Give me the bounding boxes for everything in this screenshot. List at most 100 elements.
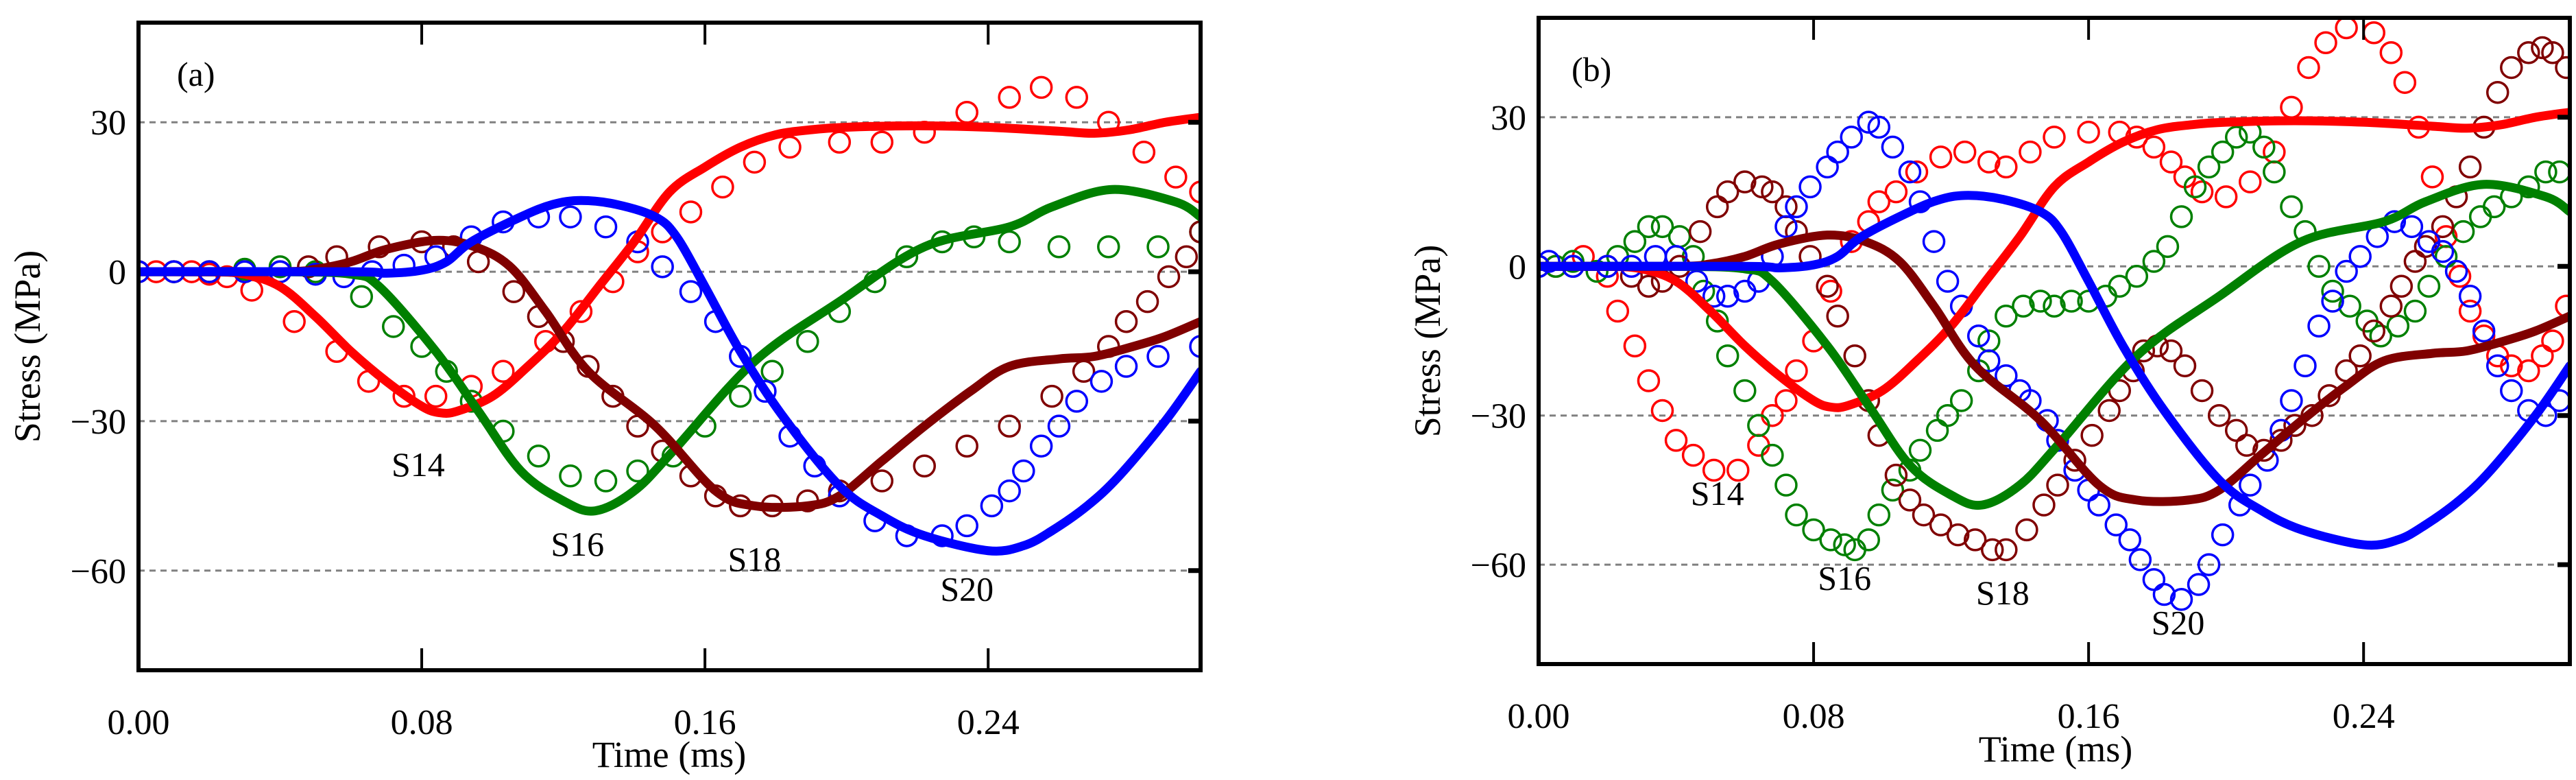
data-point xyxy=(1774,215,1798,239)
data-point xyxy=(2321,289,2344,313)
data-point xyxy=(729,384,752,408)
data-point xyxy=(2173,354,2197,377)
data-point xyxy=(1977,349,2001,373)
series-label: S14 xyxy=(392,445,445,484)
data-point xyxy=(2187,573,2211,596)
data-point xyxy=(2448,265,2472,288)
data-point xyxy=(2369,324,2393,348)
data-point xyxy=(2239,170,2262,193)
data-point xyxy=(1747,434,1770,457)
data-point xyxy=(2104,513,2128,536)
data-point xyxy=(2019,140,2042,164)
data-point xyxy=(2485,354,2509,377)
data-point xyxy=(2297,56,2320,80)
data-point xyxy=(626,459,649,483)
data-point xyxy=(2207,403,2231,427)
data-point xyxy=(2390,274,2414,298)
data-point xyxy=(2132,339,2156,363)
data-point xyxy=(1884,463,1908,487)
data-point xyxy=(1650,215,1674,239)
series-s20-simulation xyxy=(139,196,1201,556)
data-point xyxy=(2321,279,2344,303)
data-point xyxy=(2393,71,2417,94)
data-point xyxy=(1135,289,1159,314)
data-point xyxy=(1963,528,1987,552)
data-point xyxy=(1785,195,1808,219)
data-point xyxy=(282,309,306,333)
data-point xyxy=(1065,390,1089,413)
data-point xyxy=(1716,180,1740,204)
data-point xyxy=(1981,538,2004,562)
y-tick-label: 30 xyxy=(91,104,126,143)
data-point xyxy=(1664,429,1688,452)
data-point xyxy=(2224,126,2248,149)
data-point xyxy=(1146,235,1170,259)
data-point xyxy=(2500,56,2523,80)
data-point xyxy=(1995,155,2018,179)
data-point xyxy=(1884,180,1908,204)
series-s18-simulation xyxy=(139,235,1201,512)
y-tick-label: 0 xyxy=(108,253,126,292)
data-point xyxy=(2211,523,2235,547)
data-point xyxy=(2362,21,2385,45)
series-s16-simulation xyxy=(139,185,1201,516)
data-point xyxy=(1164,165,1188,189)
data-point xyxy=(1816,155,1839,179)
data-point xyxy=(679,200,703,224)
data-point xyxy=(2197,553,2221,576)
data-point xyxy=(2379,294,2403,318)
data-point xyxy=(2458,299,2482,323)
data-point xyxy=(1929,145,1953,169)
data-point xyxy=(2280,195,2303,219)
x-tick-label: 0.16 xyxy=(674,703,736,742)
data-point xyxy=(2270,429,2293,452)
data-point xyxy=(796,329,819,353)
data-point xyxy=(1716,285,1740,308)
data-point xyxy=(2420,165,2444,189)
x-tick-label: 0.08 xyxy=(1783,697,1845,736)
data-point xyxy=(594,215,618,239)
y-tick-label: −30 xyxy=(1471,397,1526,436)
series-label: S18 xyxy=(728,540,782,578)
data-point xyxy=(2128,548,2152,571)
data-point xyxy=(1843,344,1866,368)
data-point xyxy=(2152,582,2176,606)
data-point xyxy=(1867,503,1891,527)
x-tick-label: 0.00 xyxy=(108,703,170,742)
data-point xyxy=(1881,478,1905,502)
data-point xyxy=(1114,309,1138,333)
data-point xyxy=(1668,225,1692,248)
data-point xyxy=(1623,334,1647,357)
data-point xyxy=(2252,438,2276,462)
data-point xyxy=(1953,140,1977,164)
data-point xyxy=(2211,140,2235,164)
data-point xyxy=(2280,389,2303,412)
y-axis-title: Stress (MPa) xyxy=(1407,245,1448,438)
data-point xyxy=(870,130,894,154)
panel-label: (a) xyxy=(177,55,215,93)
data-point xyxy=(1733,170,1757,193)
data-point xyxy=(2252,135,2276,159)
data-point xyxy=(1867,115,1891,139)
data-point xyxy=(2142,568,2166,591)
data-point xyxy=(2183,175,2207,199)
x-tick-label: 0.16 xyxy=(2058,697,2120,736)
data-point xyxy=(2414,235,2437,259)
data-point xyxy=(1912,503,1936,527)
data-point xyxy=(1726,458,1750,482)
data-point xyxy=(1819,279,1842,303)
data-point xyxy=(2118,528,2142,552)
data-point xyxy=(2335,18,2358,40)
series-s18-simulation xyxy=(1539,231,2570,506)
data-point xyxy=(2190,379,2214,403)
data-point xyxy=(1733,379,1757,403)
data-point xyxy=(2500,379,2523,403)
data-point xyxy=(2294,354,2317,377)
data-point xyxy=(2169,588,2193,611)
data-point xyxy=(2500,354,2523,377)
data-point xyxy=(2348,344,2372,368)
series-label: S14 xyxy=(1691,474,1744,512)
data-point xyxy=(895,245,919,269)
data-point xyxy=(2338,294,2361,318)
data-point xyxy=(2029,289,2052,313)
